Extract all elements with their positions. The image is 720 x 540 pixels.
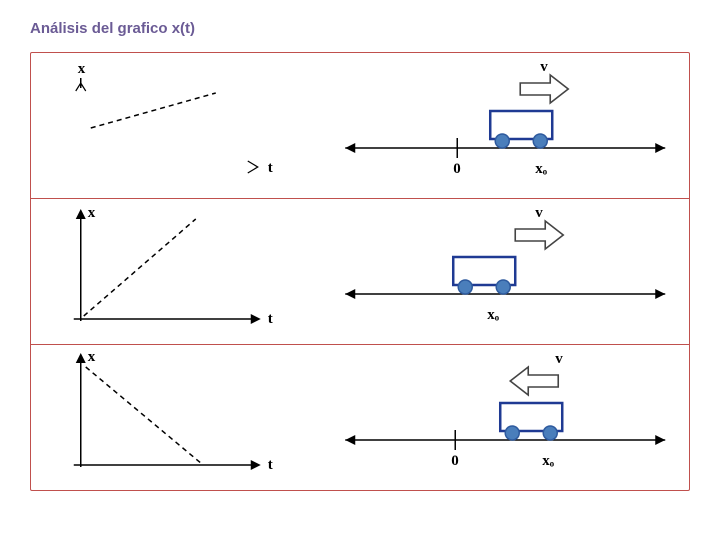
velocity-arrow-left-icon	[510, 367, 558, 395]
xt-graph-3: x t	[31, 345, 321, 490]
car-icon	[500, 403, 562, 440]
motion-scene-3: v 0 xₒ	[321, 345, 689, 490]
data-line	[86, 367, 201, 463]
x-axis-label: x	[78, 61, 86, 77]
arrowhead-left-icon	[345, 143, 355, 153]
t-axis-label: t	[268, 311, 273, 327]
motion-scene-1: v 0 xₒ	[321, 53, 689, 198]
zero-label: 0	[451, 453, 459, 469]
v-label: v	[540, 59, 548, 75]
diagram-row: x t v 0 xₒ	[31, 345, 689, 490]
diagram-rows: x t v	[30, 52, 690, 491]
xo-label: xₒ	[487, 307, 500, 323]
t-axis-label: t	[268, 457, 273, 473]
scene-cell: v 0 xₒ	[321, 345, 689, 490]
scene-cell: v xₒ	[321, 199, 689, 344]
scene-cell: v 0 xₒ	[321, 53, 689, 198]
xt-graph-2: x t	[31, 199, 321, 344]
v-label: v	[555, 351, 563, 367]
x-axis-label: x	[88, 205, 96, 221]
arrowhead-right-icon	[655, 435, 665, 445]
motion-scene-2: v xₒ	[321, 199, 689, 344]
velocity-arrow-right-icon	[520, 75, 568, 103]
graph-cell: x t	[31, 53, 321, 198]
arrowhead-right-icon	[655, 143, 665, 153]
arrowhead-left-icon	[345, 435, 355, 445]
data-line	[91, 93, 216, 128]
graph-cell: x t	[31, 345, 321, 490]
xo-label: xₒ	[535, 161, 548, 177]
xt-graph-1: x t	[31, 53, 321, 198]
arrowhead-right-icon	[251, 460, 261, 470]
arrowhead-up-icon	[76, 353, 86, 363]
arrowhead-up-icon	[76, 209, 86, 219]
graph-cell: x t	[31, 199, 321, 344]
arrowhead-right-icon	[251, 314, 261, 324]
v-label: v	[535, 205, 543, 221]
data-line	[84, 219, 196, 316]
car-icon	[490, 111, 552, 148]
x-axis-label: x	[88, 349, 96, 365]
diagram-row: x t v	[31, 53, 689, 199]
diagram-row: x t v xₒ	[31, 199, 689, 345]
t-axis-label: t	[268, 160, 273, 176]
velocity-arrow-right-icon	[515, 221, 563, 249]
zero-label: 0	[453, 161, 461, 177]
car-icon	[453, 257, 515, 294]
arrowhead-left-icon	[345, 289, 355, 299]
arrowhead-right-icon	[655, 289, 665, 299]
caret-right-icon	[248, 161, 258, 173]
xo-label: xₒ	[542, 453, 555, 469]
page-title: Análisis del grafico x(t)	[30, 20, 690, 37]
